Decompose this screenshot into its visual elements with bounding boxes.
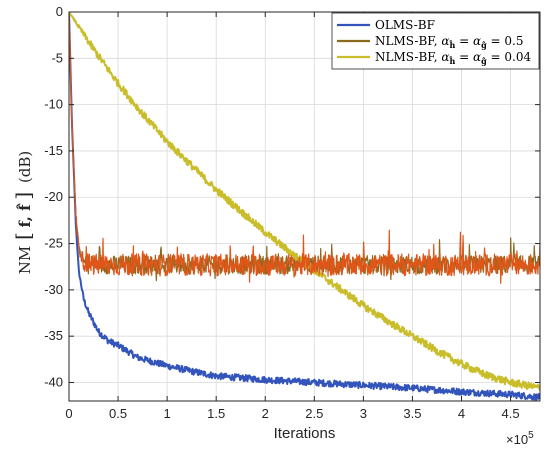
legend-label: NLMS-BF, αĥ = αĝ = 0.04: [375, 50, 531, 66]
x-tick-label: 4: [458, 406, 465, 421]
grid-lines: [68, 11, 540, 401]
y-tick-label: -40: [44, 374, 63, 389]
x-tick-label: 0.5: [109, 406, 127, 421]
y-tick-label: -20: [44, 189, 63, 204]
y-label-prefix: NM: [16, 246, 34, 274]
x-tick-label: 3: [360, 406, 367, 421]
y-tick-label: -25: [44, 236, 63, 251]
plot-frame: [68, 11, 541, 402]
y-tick-label: -35: [44, 328, 63, 343]
x-tick-label: 2.5: [305, 406, 323, 421]
y-label-args: f, f̂: [16, 203, 34, 228]
y-tick-label: 0: [56, 4, 63, 19]
y-label-unit: (dB): [16, 151, 34, 183]
svg-text:NM [ f, f̂ ]: NM [ f, f̂ ] (dB): [11, 151, 35, 275]
x-tick-label: 0: [65, 406, 72, 421]
y-tick-label: -10: [44, 97, 63, 112]
x-exponent-label: ×105: [506, 430, 534, 447]
x-axis-label: Iterations: [274, 425, 336, 442]
y-tick-label: -5: [51, 50, 63, 65]
x-tick-label: 1: [164, 406, 171, 421]
y-tick-label: -30: [44, 282, 63, 297]
x-tick-label: 1.5: [207, 406, 225, 421]
x-tick-label: 3.5: [403, 406, 421, 421]
y-axis-label: NM [ f, f̂ ] (dB): [11, 151, 35, 275]
legend-label: OLMS-BF: [375, 18, 435, 32]
legend-label: NLMS-BF, αĥ = αĝ = 0.5: [375, 34, 523, 50]
y-tick-label: -15: [44, 143, 63, 158]
series-lines: [69, 12, 540, 401]
x-tick-label: 4.5: [502, 406, 520, 421]
axis-ticks: 0 0.5 1 1.5 2 2.5 3 3.5 4 4.5 0 -5 -10 -15 -20 -25 -30 -3…: [44, 4, 540, 421]
x-tick-label: 2: [262, 406, 269, 421]
series-line-0: [69, 12, 540, 401]
series-line-3: [69, 12, 540, 284]
